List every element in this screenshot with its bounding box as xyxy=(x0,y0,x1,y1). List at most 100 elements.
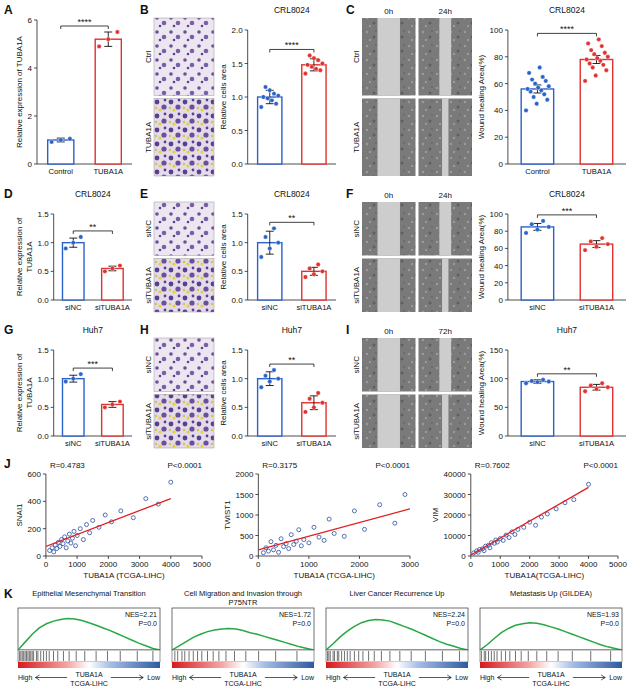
data-point xyxy=(587,61,591,65)
end-label: High xyxy=(172,674,187,682)
data-point xyxy=(544,79,548,83)
y-tick-label: 20 xyxy=(494,133,503,142)
data-point xyxy=(342,534,346,538)
hit xyxy=(40,651,41,661)
data-point xyxy=(600,44,604,48)
panel-letter: G xyxy=(4,323,13,337)
y-tick xyxy=(468,556,471,557)
bar xyxy=(580,244,612,300)
x-tick xyxy=(170,556,171,559)
data-point xyxy=(312,272,316,276)
text-line: TUBA1A xyxy=(75,671,103,678)
enrichment-curve xyxy=(18,619,160,651)
y-tick-label: 80 xyxy=(494,227,503,236)
hit xyxy=(218,651,219,661)
hit xyxy=(389,651,390,661)
row-label: siNC xyxy=(144,220,153,238)
panel-letter: E xyxy=(140,187,148,201)
y-tick-label: 400 xyxy=(28,497,42,506)
hit xyxy=(358,651,359,661)
y-tick xyxy=(51,407,54,408)
annotation: NES=1.72 xyxy=(279,611,311,618)
chart-title: Metastasis Up (GILDEA) xyxy=(510,589,593,598)
data-point xyxy=(72,529,76,533)
rank-heat-bar xyxy=(480,662,622,668)
data-point xyxy=(583,248,587,252)
x-axis-title: TUBA1ATCGA-LIHC xyxy=(70,671,108,687)
y-tick xyxy=(505,265,508,266)
hit xyxy=(497,651,498,661)
data-point xyxy=(303,275,307,279)
x-tick-label: 3000 xyxy=(131,560,149,569)
error-bar xyxy=(104,32,112,46)
wound-gap xyxy=(378,259,400,313)
hits-frame xyxy=(18,650,160,662)
hit xyxy=(201,651,202,661)
bar xyxy=(62,379,84,436)
data-point xyxy=(297,528,301,532)
data-point xyxy=(68,137,72,141)
data-point xyxy=(276,376,280,380)
data-point xyxy=(312,56,316,60)
y-tick-label: 60 xyxy=(494,244,503,253)
panel-letter: C xyxy=(346,3,355,17)
data-point xyxy=(69,541,73,545)
hit xyxy=(69,651,70,661)
panel-letter: B xyxy=(140,3,149,17)
hit xyxy=(333,651,334,661)
annotation: R=0.4783 xyxy=(50,461,85,470)
y-tick-label: 0 xyxy=(461,552,466,561)
y-tick xyxy=(505,350,508,351)
plot-marks xyxy=(46,480,173,554)
data-point xyxy=(403,493,407,497)
data-point xyxy=(482,549,486,553)
bar xyxy=(580,59,612,164)
data-point xyxy=(535,227,539,231)
error-bar xyxy=(57,138,65,142)
y-tick xyxy=(468,474,471,475)
x-tick-label: siTUBA1A xyxy=(95,439,131,448)
hit xyxy=(362,651,363,661)
hit xyxy=(338,651,339,661)
error-bar xyxy=(108,266,116,271)
y-tick xyxy=(245,300,248,301)
hit xyxy=(245,651,246,661)
data-point xyxy=(530,222,534,226)
data-point xyxy=(289,533,293,537)
data-point xyxy=(316,391,320,395)
data-point xyxy=(303,71,307,75)
y-tick-label: 0.5 xyxy=(232,127,244,136)
text-line: Relative cells area xyxy=(219,64,228,130)
text-line: Relative expression of TUBA1A xyxy=(15,35,24,148)
x-tick-label: 0 xyxy=(469,560,474,569)
rank-heat-bar xyxy=(172,662,314,668)
x-tick-label: siNC xyxy=(529,303,546,312)
plot-marks xyxy=(258,226,326,300)
y-axis xyxy=(247,214,248,300)
x-tick xyxy=(308,556,309,559)
bar xyxy=(302,271,326,300)
hit xyxy=(32,651,33,661)
data-point xyxy=(78,527,82,531)
wound-gap xyxy=(442,99,448,177)
plot-marks xyxy=(471,482,591,555)
arrow xyxy=(498,675,530,680)
text-line: TUBA1A xyxy=(537,671,565,678)
micrograph xyxy=(362,338,416,392)
data-point xyxy=(589,239,593,243)
data-point xyxy=(547,84,551,88)
y-tick xyxy=(505,248,508,249)
x-axis xyxy=(471,556,618,557)
data-point xyxy=(601,63,605,67)
data-point xyxy=(79,372,83,376)
x-tick-label: siNC xyxy=(262,439,279,448)
data-point xyxy=(97,44,101,48)
y-axis-title: Wound healing Area(%) xyxy=(477,350,486,435)
micrograph xyxy=(419,338,473,392)
hit xyxy=(515,651,516,661)
text-line: Relative expression of xyxy=(15,353,24,432)
x-tick xyxy=(618,556,619,559)
y-tick-label: 0.0 xyxy=(38,432,50,441)
hit xyxy=(96,651,97,661)
chart-title: CRL8024 xyxy=(274,189,310,199)
